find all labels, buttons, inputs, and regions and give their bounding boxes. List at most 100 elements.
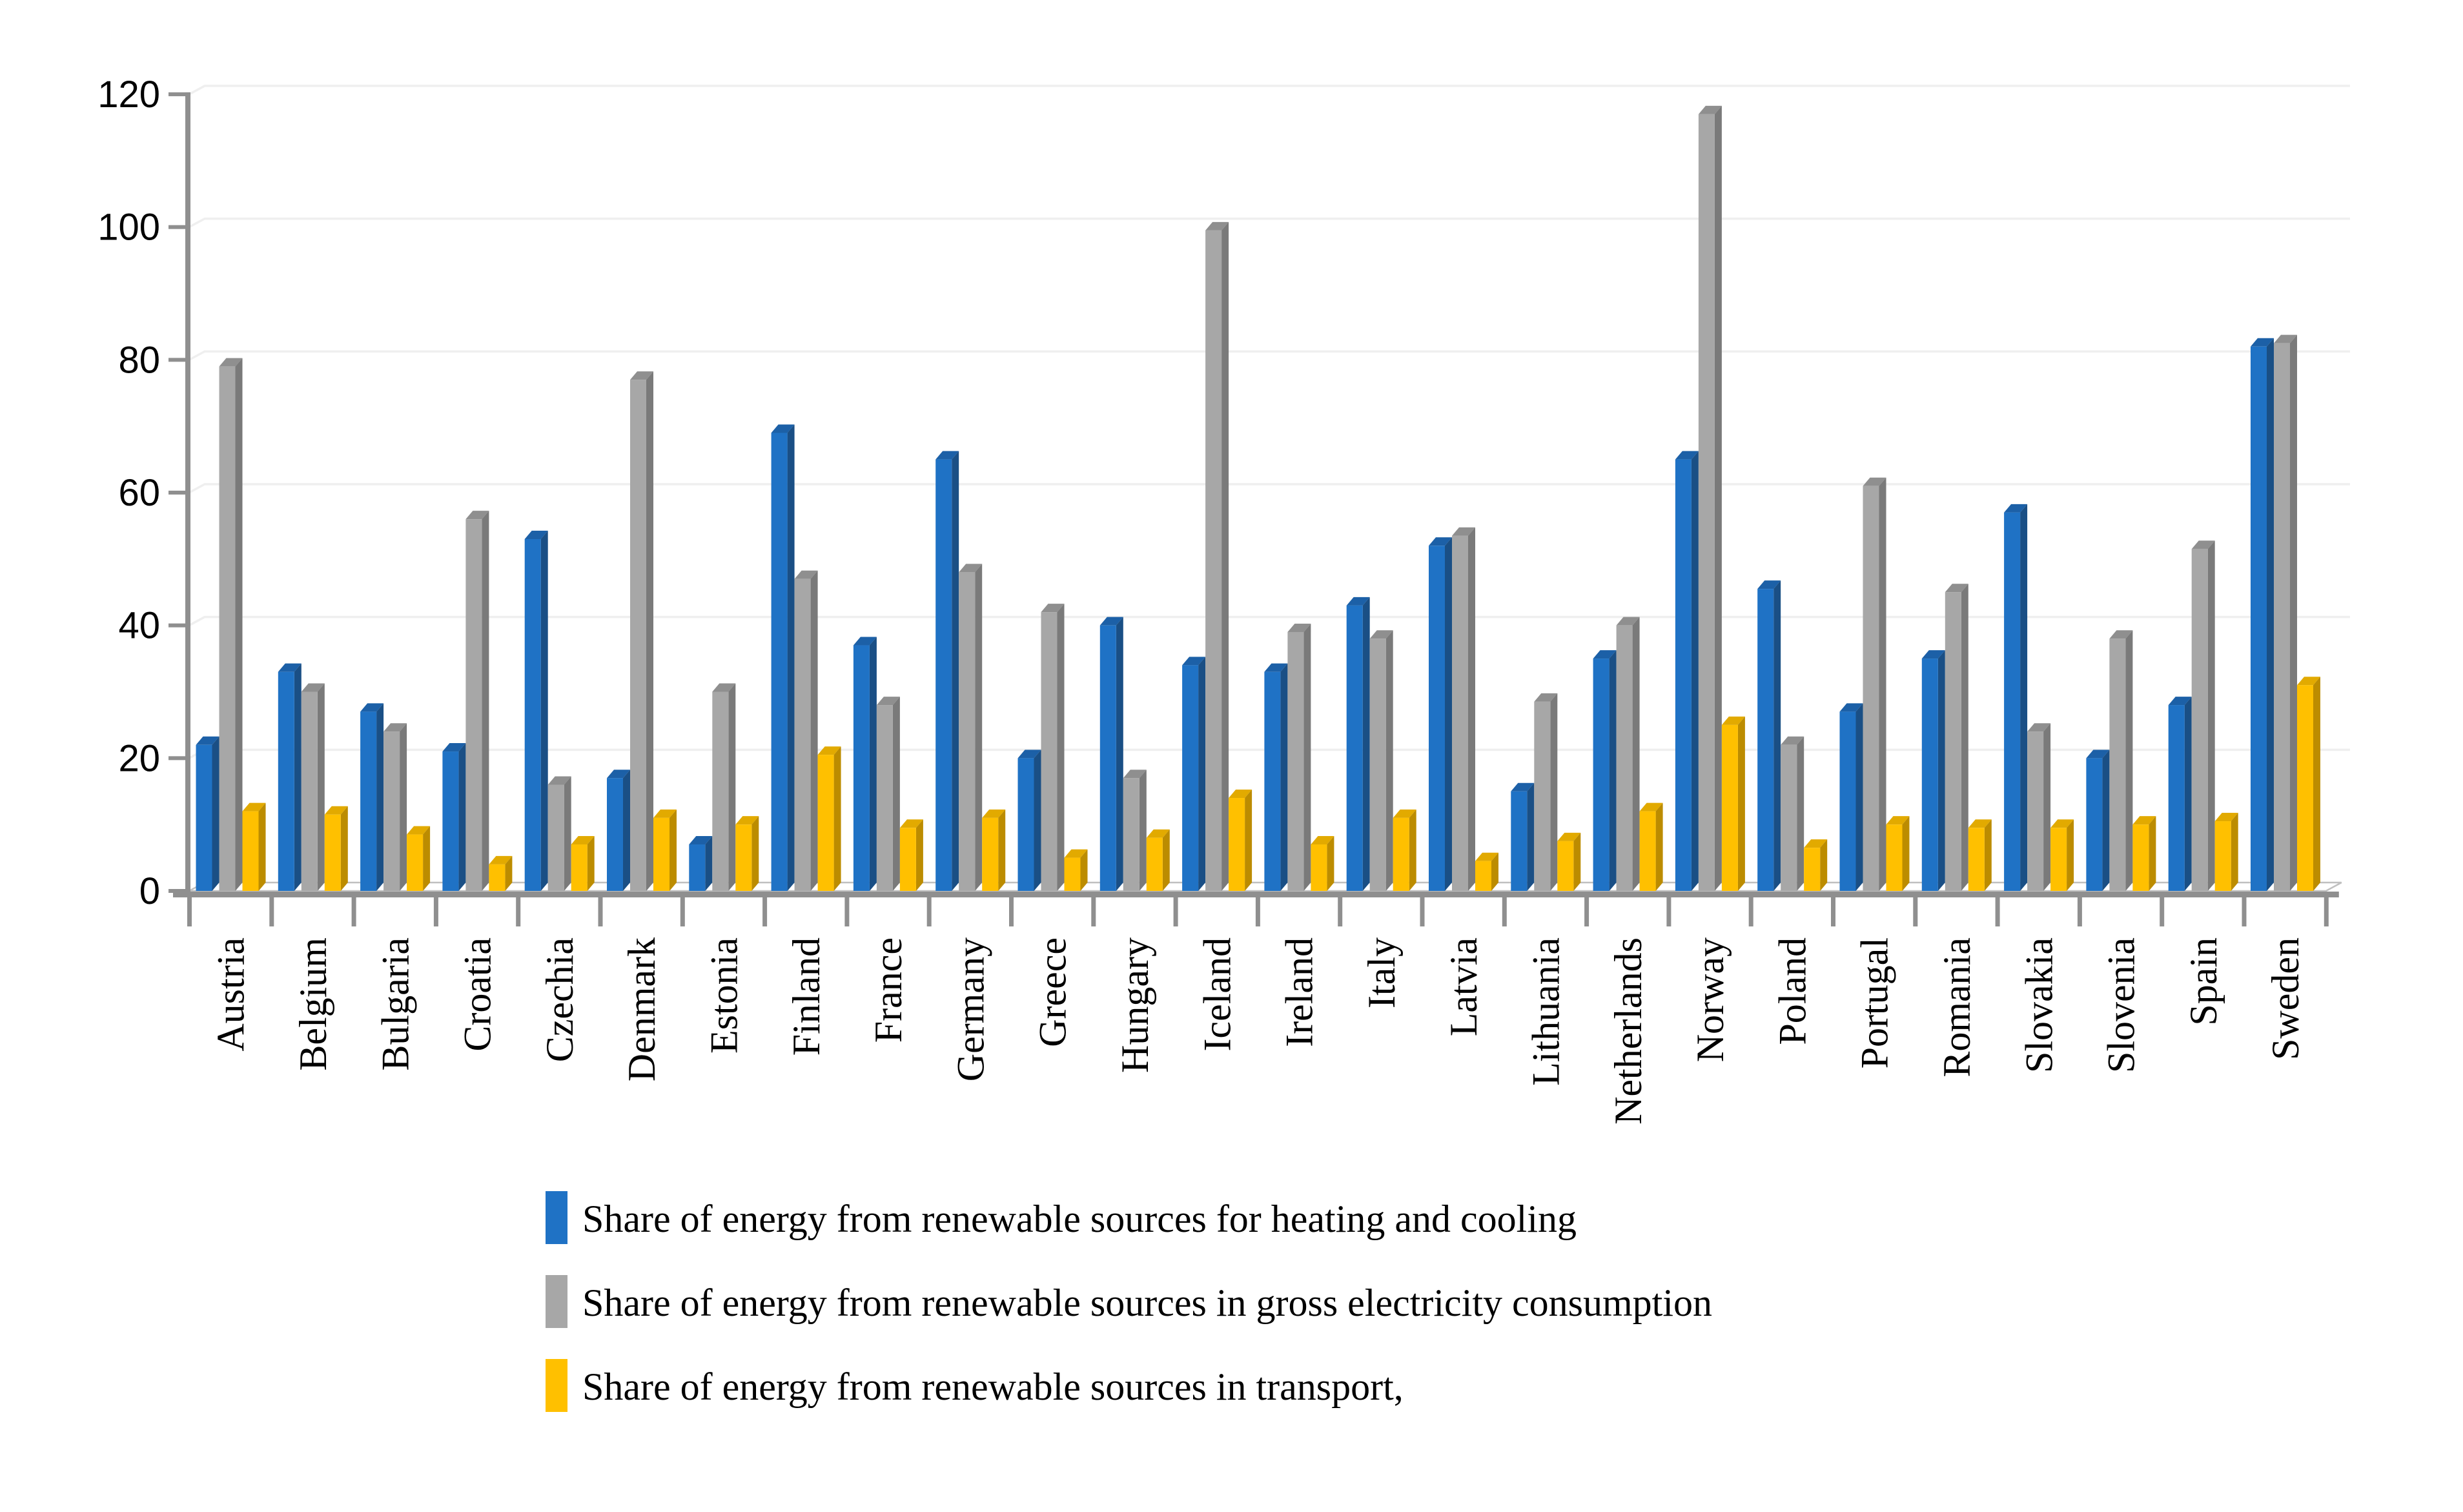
bar-Sweden-series1 xyxy=(2251,346,2267,891)
y-tick-40 xyxy=(169,623,187,628)
bar-top-Iceland-series2 xyxy=(1205,221,1229,230)
bar-top-Poland-series3 xyxy=(1804,839,1828,848)
bar-top-Italy-series2 xyxy=(1369,630,1393,639)
bar-top-Estonia-series2 xyxy=(712,683,736,692)
bar-top-Germany-series2 xyxy=(959,564,983,573)
x-label-Czechia: Czechia xyxy=(538,937,581,1062)
bar-Sweden-series3 xyxy=(2297,685,2313,891)
bar-Poland-series2 xyxy=(1781,744,1797,891)
bar-side-Estonia-series1 xyxy=(705,836,713,891)
bar-top-Austria-series1 xyxy=(196,736,220,745)
bar-Denmark-series3 xyxy=(653,817,669,891)
x-label-Croatia: Croatia xyxy=(456,937,499,1052)
legend-label-series3: Share of energy from renewable sources i… xyxy=(582,1365,1404,1408)
bar-top-Iceland-series1 xyxy=(1182,657,1206,666)
bar-side-Slovenia-series3 xyxy=(2149,816,2156,891)
x-label-Ireland: Ireland xyxy=(1278,937,1321,1047)
bar-top-France-series1 xyxy=(853,637,877,646)
x-tick-3 xyxy=(433,897,438,926)
bar-France-series3 xyxy=(899,828,916,891)
bar-side-Estonia-series3 xyxy=(751,816,759,891)
bar-Norway-series3 xyxy=(1721,724,1738,891)
bar-Netherlands-series1 xyxy=(1593,659,1610,891)
bar-top-Slovakia-series2 xyxy=(2027,723,2051,732)
y-tick-label-40: 40 xyxy=(118,605,160,647)
x-label-Slovenia: Slovenia xyxy=(2100,937,2143,1073)
x-label-Finland: Finland xyxy=(785,937,828,1056)
bar-Slovenia-series2 xyxy=(2109,639,2126,891)
bar-side-Belgium-series2 xyxy=(317,683,325,891)
bar-Portugal-series2 xyxy=(1863,485,1879,891)
bar-Ireland-series1 xyxy=(1264,671,1281,891)
bar-top-Sweden-series3 xyxy=(2297,677,2320,686)
bar-top-Czechia-series1 xyxy=(524,531,548,540)
bar-top-Portugal-series2 xyxy=(1863,477,1886,486)
bar-top-Greece-series2 xyxy=(1041,604,1065,613)
y-tick-label-120: 120 xyxy=(97,74,160,116)
bar-side-Bulgaria-series2 xyxy=(400,723,407,891)
bar-side-Slovakia-series1 xyxy=(2020,504,2028,891)
bar-Netherlands-series3 xyxy=(1639,811,1656,891)
bar-top-Portugal-series1 xyxy=(1839,703,1863,712)
bar-Spain-series3 xyxy=(2214,821,2231,891)
bar-top-Iceland-series3 xyxy=(1229,790,1252,799)
bar-Ireland-series2 xyxy=(1287,631,1304,891)
bar-top-Slovenia-series2 xyxy=(2109,630,2133,639)
bar-France-series2 xyxy=(876,705,893,891)
bar-side-Finland-series3 xyxy=(833,746,841,891)
bar-top-Estonia-series1 xyxy=(689,836,713,845)
y-tick-80 xyxy=(169,358,187,362)
bar-Ireland-series3 xyxy=(1311,844,1327,891)
bar-Czechia-series2 xyxy=(547,784,564,891)
bar-Slovakia-series1 xyxy=(2004,512,2021,891)
bar-Poland-series1 xyxy=(1757,589,1774,891)
bar-top-Bulgaria-series2 xyxy=(383,723,407,732)
x-tick-14 xyxy=(1338,897,1343,926)
bar-top-Ireland-series2 xyxy=(1287,623,1311,632)
bar-top-Romania-series3 xyxy=(1968,819,1992,828)
gridline-y-80 xyxy=(189,350,2350,361)
x-tick-25 xyxy=(2242,897,2247,926)
bar-top-Greece-series3 xyxy=(1064,849,1088,858)
x-tick-11 xyxy=(1091,897,1096,926)
bar-top-Germany-series1 xyxy=(935,451,959,460)
bar-side-Finland-series1 xyxy=(787,424,795,891)
bar-Lithuania-series3 xyxy=(1557,841,1574,891)
bar-top-Denmark-series1 xyxy=(607,770,630,779)
gridline-y-100 xyxy=(189,217,2350,229)
x-label-Lithuania: Lithuania xyxy=(1524,937,1567,1086)
bar-side-Spain-series2 xyxy=(2207,540,2215,891)
x-tick-13 xyxy=(1255,897,1260,926)
bar-side-Italy-series2 xyxy=(1385,630,1393,891)
bar-side-Italy-series3 xyxy=(1409,809,1416,891)
x-label-Germany: Germany xyxy=(949,937,992,1081)
bar-Greece-series1 xyxy=(1017,758,1034,891)
bar-side-Croatia-series3 xyxy=(505,855,513,891)
x-label-France: France xyxy=(867,937,910,1043)
bar-top-Bulgaria-series3 xyxy=(407,826,431,835)
legend-label-series2: Share of energy from renewable sources i… xyxy=(582,1282,1712,1324)
x-tick-24 xyxy=(2160,897,2165,926)
x-tick-18 xyxy=(1666,897,1671,926)
x-label-Estonia: Estonia xyxy=(702,937,745,1054)
bar-top-Bulgaria-series1 xyxy=(360,703,384,712)
bar-side-Sweden-series3 xyxy=(2313,677,2320,891)
bar-top-France-series3 xyxy=(899,819,923,828)
bar-Iceland-series3 xyxy=(1229,798,1245,891)
y-tick-100 xyxy=(169,225,187,229)
bar-side-Iceland-series3 xyxy=(1245,790,1252,891)
bar-Austria-series3 xyxy=(242,811,259,891)
bar-top-Belgium-series1 xyxy=(278,663,301,672)
bar-side-Austria-series1 xyxy=(212,736,220,891)
bar-top-Italy-series3 xyxy=(1393,809,1416,818)
bar-Belgium-series1 xyxy=(278,671,294,891)
bar-top-Finland-series2 xyxy=(794,570,818,579)
bar-side-Lithuania-series2 xyxy=(1550,693,1558,891)
bar-top-Latvia-series1 xyxy=(1429,537,1452,546)
x-label-Latvia: Latvia xyxy=(1442,937,1485,1036)
bar-Portugal-series1 xyxy=(1839,711,1856,891)
bar-side-Slovenia-series1 xyxy=(2102,750,2110,891)
bar-Iceland-series2 xyxy=(1205,230,1222,891)
y-tick-label-100: 100 xyxy=(97,207,160,249)
bar-top-Poland-series2 xyxy=(1781,736,1804,745)
